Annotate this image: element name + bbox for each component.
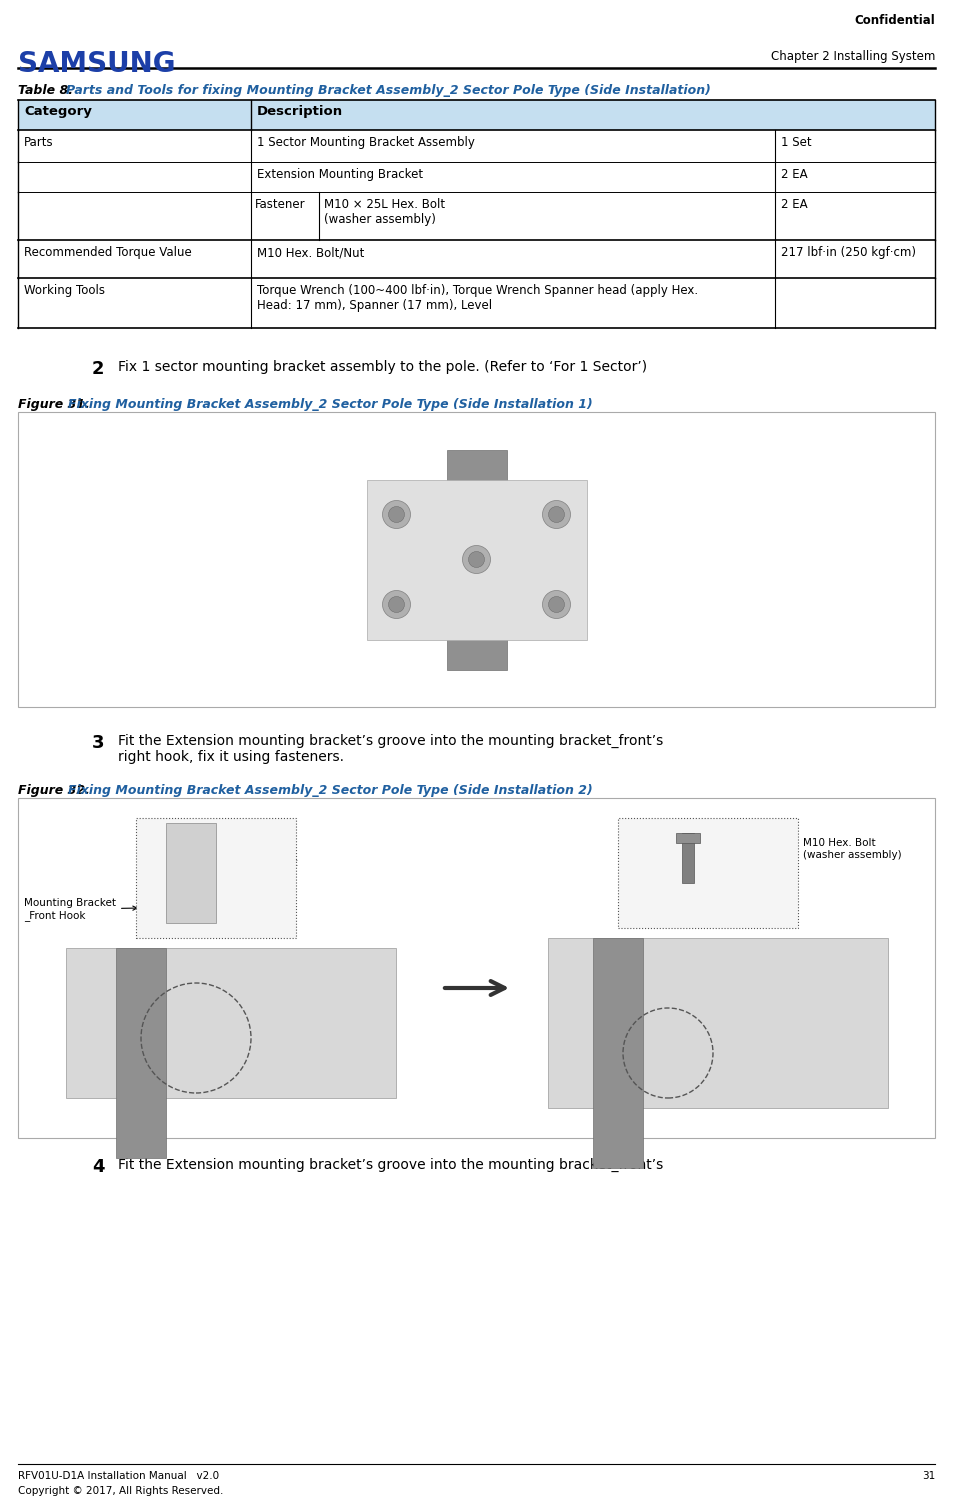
Text: Working Tools: Working Tools (24, 284, 105, 297)
Bar (18, 411, 935, 707)
Circle shape (388, 506, 405, 522)
Bar (676, 833, 700, 844)
Text: Recommended Torque Value: Recommended Torque Value (24, 246, 192, 260)
Text: 3: 3 (92, 734, 105, 752)
Text: 2 EA: 2 EA (781, 198, 807, 212)
Bar (593, 938, 643, 1168)
Text: SAMSUNG: SAMSUNG (18, 50, 175, 78)
Circle shape (388, 596, 405, 612)
Text: Figure 32.: Figure 32. (18, 784, 94, 797)
Bar (66, 949, 396, 1099)
Text: Fit the Extension mounting bracket’s groove into the mounting bracket_front’s
ri: Fit the Extension mounting bracket’s gro… (118, 734, 664, 764)
Text: Parts: Parts (24, 137, 54, 149)
Text: Fixing Mounting Bracket Assembly_2 Sector Pole Type (Side Installation 2): Fixing Mounting Bracket Assembly_2 Secto… (68, 784, 593, 797)
Text: 31: 31 (922, 1471, 935, 1481)
Text: M10 × 25L Hex. Bolt
(washer assembly): M10 × 25L Hex. Bolt (washer assembly) (324, 198, 445, 227)
Text: Description: Description (257, 105, 343, 119)
Bar (18, 799, 935, 1138)
Text: Category: Category (24, 105, 92, 119)
Bar (366, 479, 587, 639)
Text: 4: 4 (92, 1157, 105, 1175)
Text: M10 Hex. Bolt/Nut: M10 Hex. Bolt/Nut (257, 246, 364, 260)
Bar (618, 818, 798, 928)
Circle shape (462, 545, 490, 573)
Text: Fixing Mounting Bracket Assembly_2 Sector Pole Type (Side Installation 1): Fixing Mounting Bracket Assembly_2 Secto… (68, 398, 593, 411)
Text: 2 EA: 2 EA (781, 168, 807, 182)
Text: 217 lbf·in (250 kgf·cm): 217 lbf·in (250 kgf·cm) (781, 246, 916, 260)
Text: Mounting Bracket
_Front Hook: Mounting Bracket _Front Hook (24, 898, 137, 920)
Text: M10 Hex. Bolt
(washer assembly): M10 Hex. Bolt (washer assembly) (792, 838, 901, 860)
Text: 1 Sector Mounting Bracket Assembly: 1 Sector Mounting Bracket Assembly (257, 137, 475, 149)
Bar (682, 833, 694, 883)
Text: Torque Wrench (100~400 lbf·in), Torque Wrench Spanner head (apply Hex.
Head: 17 : Torque Wrench (100~400 lbf·in), Torque W… (257, 284, 698, 312)
Text: Confidential: Confidential (854, 14, 935, 27)
Text: Chapter 2 Installing System: Chapter 2 Installing System (771, 50, 935, 63)
Text: Fix 1 sector mounting bracket assembly to the pole. (Refer to ‘For 1 Sector’): Fix 1 sector mounting bracket assembly t… (118, 360, 647, 374)
Bar (116, 949, 166, 1157)
Text: Extension Mounting Bracket: Extension Mounting Bracket (257, 168, 423, 182)
Circle shape (543, 500, 571, 528)
Text: Copyright © 2017, All Rights Reserved.: Copyright © 2017, All Rights Reserved. (18, 1486, 223, 1496)
Circle shape (549, 506, 565, 522)
Circle shape (383, 500, 410, 528)
Bar (18, 101, 935, 131)
Text: RFV01U-D1A Installation Manual   v2.0: RFV01U-D1A Installation Manual v2.0 (18, 1471, 219, 1481)
Text: 2: 2 (92, 360, 105, 378)
Text: 1 Set: 1 Set (781, 137, 811, 149)
Bar (166, 823, 216, 923)
Text: Parts and Tools for fixing Mounting Bracket Assembly_2 Sector Pole Type (Side In: Parts and Tools for fixing Mounting Brac… (66, 84, 711, 98)
Bar (447, 449, 506, 669)
Bar (136, 818, 296, 938)
Bar (548, 938, 888, 1108)
Circle shape (549, 596, 565, 612)
Text: Table 8.: Table 8. (18, 84, 78, 98)
Text: Fastener: Fastener (255, 198, 306, 212)
Text: Figure 31.: Figure 31. (18, 398, 94, 411)
Circle shape (383, 590, 410, 618)
Text: Extension Mounting Bracket
Hook Groove: Extension Mounting Bracket Hook Groove (151, 847, 297, 880)
Text: Fit the Extension mounting bracket’s groove into the mounting bracket_front’s: Fit the Extension mounting bracket’s gro… (118, 1157, 664, 1172)
Circle shape (469, 551, 484, 567)
Circle shape (543, 590, 571, 618)
